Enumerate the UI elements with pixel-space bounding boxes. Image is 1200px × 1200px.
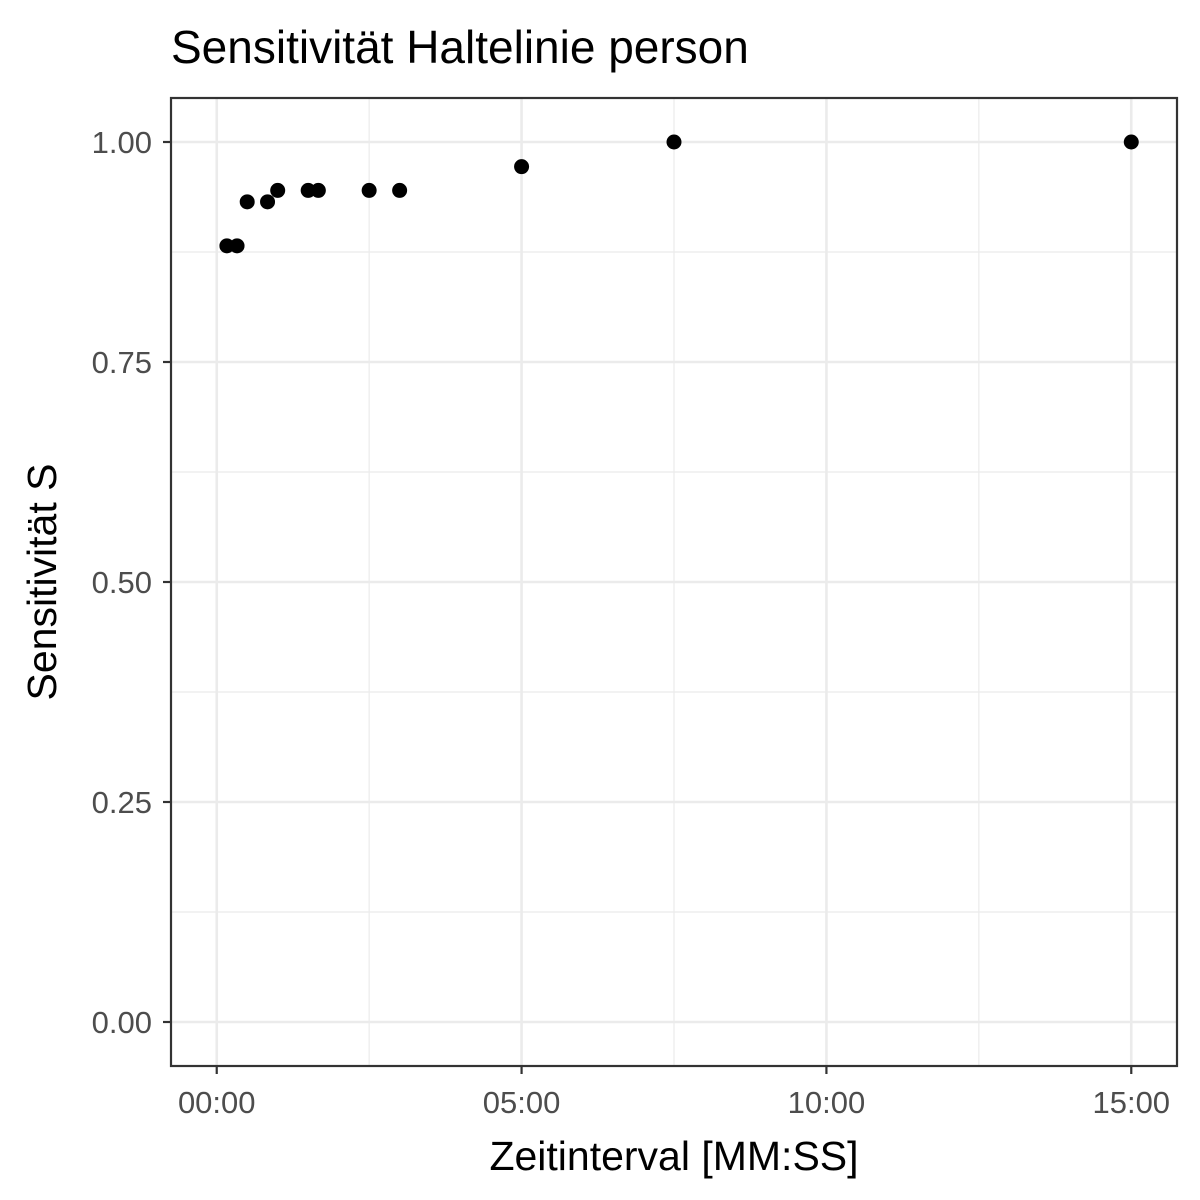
- x-tick-label: 10:00: [788, 1085, 866, 1120]
- data-point: [239, 194, 255, 210]
- x-axis-title: Zeitinterval [MM:SS]: [489, 1133, 858, 1179]
- y-axis: 0.00 0.25 0.50 0.75 1.00: [92, 125, 171, 1040]
- y-axis-title: Sensitivität S: [19, 464, 65, 701]
- data-point: [310, 182, 326, 198]
- y-tick-label: 0.75: [92, 345, 152, 380]
- x-tick-label: 00:00: [178, 1085, 256, 1120]
- data-point: [392, 182, 408, 198]
- data-point: [666, 134, 682, 150]
- y-tick-label: 1.00: [92, 125, 152, 160]
- x-tick-label: 15:00: [1092, 1085, 1170, 1120]
- data-point: [260, 194, 276, 210]
- x-tick-label: 05:00: [483, 1085, 561, 1120]
- x-axis: 00:00 05:00 10:00 15:00: [178, 1066, 1170, 1120]
- data-point: [270, 182, 286, 198]
- data-points: [219, 134, 1139, 254]
- y-tick-label: 0.50: [92, 565, 152, 600]
- y-tick-label: 0.25: [92, 785, 152, 820]
- data-point: [229, 238, 245, 254]
- y-tick-label: 0.00: [92, 1005, 152, 1040]
- data-point: [1123, 134, 1139, 150]
- data-point: [361, 182, 377, 198]
- chart-title: Sensitivität Haltelinie person: [171, 21, 749, 73]
- data-point: [514, 159, 530, 175]
